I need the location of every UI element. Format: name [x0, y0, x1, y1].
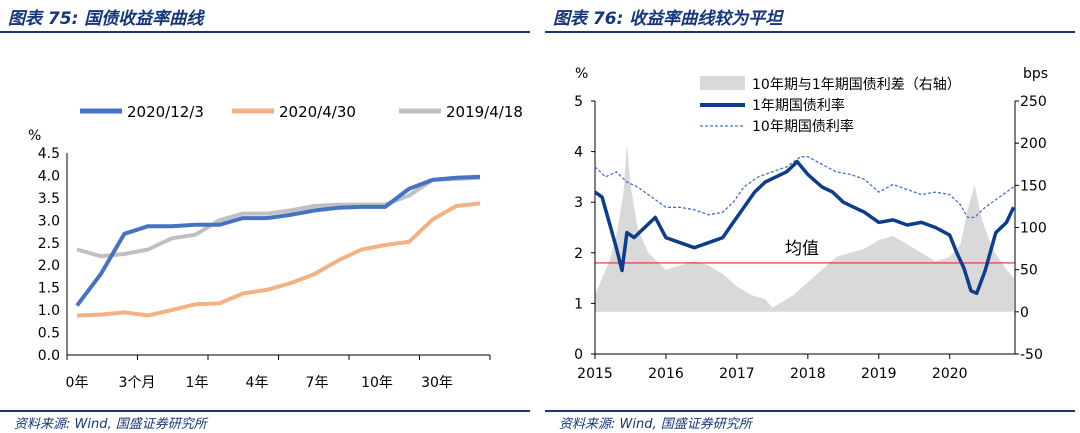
- x-tick-label: 10年: [361, 375, 393, 391]
- x-tick-label: 2018: [790, 366, 826, 382]
- legend-item: 10年期国债利率: [700, 118, 854, 135]
- series-line: [76, 201, 481, 318]
- yield-curve-chart: 2020/12/3 2020/4/30 2019/4/18% 4.5 4.0 3.5 3.0…: [28, 103, 523, 391]
- title-divider: [545, 31, 1075, 33]
- y-tick-label: 3.5: [38, 191, 60, 207]
- legend-item: 10年期与1年期国债利差（右轴）: [700, 76, 961, 93]
- legend-label: 10年期国债利率: [752, 118, 854, 135]
- y-tick-label-right: 150: [1020, 178, 1047, 194]
- y-tick-label-right: 50: [1020, 263, 1038, 279]
- y-tick-label-right: 200: [1020, 136, 1047, 152]
- legend-label: 1年期国债利率: [752, 97, 845, 114]
- legend-item: 2019/4/18: [399, 103, 523, 121]
- x-tick-label: 7年: [306, 375, 329, 391]
- x-tick-label: 2015: [577, 366, 613, 382]
- chart-title: 图表 75: 国债收益率曲线: [8, 9, 204, 29]
- legend-label: 2020/12/3: [127, 103, 204, 121]
- y-tick-label: 0.0: [38, 348, 60, 364]
- y-tick-label-right: 0: [1020, 305, 1029, 321]
- legend-item: 2020/4/30: [232, 103, 356, 121]
- x-tick-label: 1年: [186, 375, 209, 391]
- y-axis-unit-left: %: [575, 66, 588, 82]
- y-tick-label: 4.0: [38, 168, 60, 184]
- title-divider: [0, 31, 530, 33]
- x-tick-label: 0年: [66, 375, 89, 391]
- legend-item: 1年期国债利率: [700, 97, 845, 114]
- x-tick-label: 2020: [932, 366, 968, 382]
- legend-item: 2020/12/3: [80, 103, 204, 121]
- source-note: 资料来源: Wind, 国盛证券研究所: [559, 417, 752, 432]
- y-tick-label-left: 3: [574, 195, 583, 211]
- footer-divider: [545, 410, 1075, 412]
- legend-label: 2019/4/18: [446, 103, 523, 121]
- flat-curve-chart: % bps 均值 5 4 3 2 1 0 250 200 150 100 50 0 -50 2015 2016 20…: [574, 66, 1048, 382]
- series-line: [76, 175, 481, 259]
- y-tick-label-right: -50: [1020, 347, 1043, 363]
- y-tick-label: 2.5: [38, 236, 60, 252]
- x-tick-label: 2016: [648, 366, 684, 382]
- y-axis-unit: %: [28, 128, 41, 144]
- source-note: 资料来源: Wind, 国盛证券研究所: [14, 417, 207, 432]
- x-tick-label: 3个月: [119, 375, 156, 391]
- y-tick-label-right: 100: [1020, 221, 1047, 237]
- y-tick-label-left: 5: [574, 94, 583, 110]
- spread-area: [595, 143, 1014, 312]
- x-tick-label: 30年: [421, 375, 453, 391]
- legend-label: 2020/4/30: [279, 103, 356, 121]
- mean-annotation: 均值: [785, 239, 819, 259]
- y-tick-label: 1.5: [38, 281, 60, 297]
- y-tick-label: 0.5: [38, 326, 60, 342]
- y-tick-label: 4.5: [38, 146, 60, 162]
- y-axis-unit-right: bps: [1023, 66, 1048, 82]
- panel-yield-curve: 图表 75: 国债收益率曲线 2020/12/3 2020/4/30 2019/4/…: [0, 0, 530, 433]
- y-tick-label: 3.0: [38, 213, 60, 229]
- legend-label: 10年期与1年期国债利差（右轴）: [752, 77, 961, 93]
- y-tick-label-left: 0: [574, 347, 583, 363]
- series-line: [75, 174, 481, 307]
- series-line-1y: [593, 159, 1016, 296]
- y-tick-label-left: 4: [574, 145, 583, 161]
- x-tick-label: 2019: [861, 366, 897, 382]
- y-tick-label-right: 250: [1020, 94, 1047, 110]
- legend-swatch: [700, 76, 745, 90]
- y-tick-label-left: 2: [574, 246, 583, 262]
- panel-flat-curve: 图表 76: 收益率曲线较为平坦 % bps 均值 5 4 3 2 1 0 250 200 150 10…: [545, 0, 1075, 433]
- y-tick-label: 1.0: [38, 303, 60, 319]
- chart-title: 图表 76: 收益率曲线较为平坦: [553, 9, 783, 29]
- y-tick-label-left: 1: [574, 296, 583, 312]
- series-line-10y: [594, 156, 1014, 219]
- x-tick-label: 4年: [246, 375, 269, 391]
- footer-divider: [0, 410, 530, 412]
- y-tick-label: 2.0: [38, 258, 60, 274]
- x-tick-label: 2017: [719, 366, 755, 382]
